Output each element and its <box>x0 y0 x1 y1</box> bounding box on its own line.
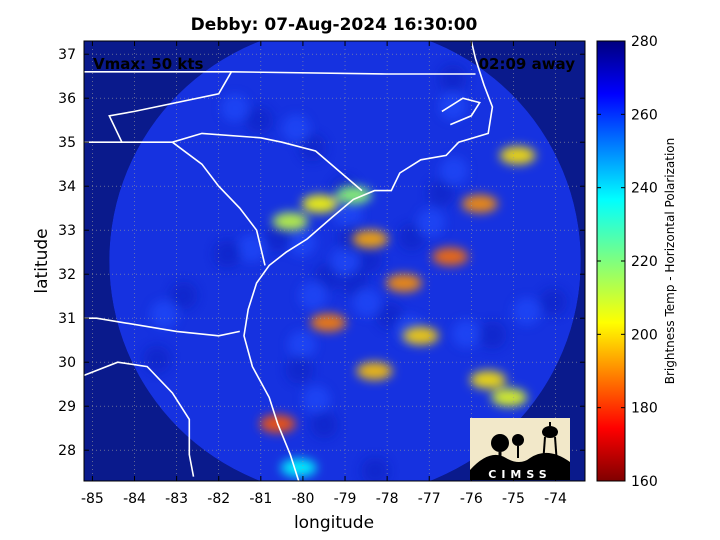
y-axis-label: latitude <box>32 228 52 293</box>
colorbar-gradient <box>596 40 626 482</box>
brightness-feature <box>470 370 507 389</box>
sound-outline <box>441 97 481 126</box>
x-tick-label: -82 <box>207 491 230 507</box>
brightness-feature <box>280 458 317 477</box>
x-tick-label: -76 <box>460 491 483 507</box>
brightness-feature <box>461 194 498 213</box>
y-tick-label: 32 <box>58 267 76 283</box>
x-tick-label: -83 <box>165 491 188 507</box>
x-tick-label: -85 <box>81 491 104 507</box>
logo-hill-icon <box>470 452 570 480</box>
brightness-feature <box>432 247 469 266</box>
brightness-feature <box>352 230 389 248</box>
y-tick-label: 29 <box>58 399 76 415</box>
y-tick-label: 37 <box>58 47 76 63</box>
brightness-feature <box>491 388 528 407</box>
x-tick-label: -80 <box>291 491 314 507</box>
x-tick-label: -78 <box>376 491 399 507</box>
cimss-logo: CIMSS <box>470 418 570 481</box>
x-axis: -85 -84 -83 -82 -81 -80 -79 -78 -77 -76 -75 -74 <box>81 41 567 507</box>
x-tick-label: -74 <box>544 491 567 507</box>
brightness-feature <box>385 274 422 292</box>
vmax-label: Vmax: 50 kts <box>93 55 203 73</box>
plot-area <box>84 41 585 481</box>
coastline <box>84 41 494 481</box>
colorbar-tick-label: 160 <box>631 474 658 490</box>
brightness-feature <box>335 186 372 204</box>
state-border <box>84 71 476 75</box>
y-tick-label: 30 <box>58 355 76 371</box>
y-axis: 28 29 30 31 32 33 34 35 36 37 <box>58 47 585 459</box>
y-tick-label: 33 <box>58 223 76 239</box>
x-tick-label: -75 <box>502 491 525 507</box>
brightness-feature <box>272 212 309 231</box>
colorbar-tick-label: 260 <box>631 107 658 123</box>
time-away-label: 02:09 away <box>479 55 576 73</box>
coastline-and-state-borders <box>84 41 494 481</box>
chart-title: Debby: 07-Aug-2024 16:30:00 <box>191 15 478 35</box>
colorbar-tick-label: 180 <box>631 401 658 417</box>
state-border <box>108 71 233 143</box>
colorbar-tick-label: 200 <box>631 327 658 343</box>
y-tick-label: 31 <box>58 311 76 327</box>
state-border <box>84 317 240 337</box>
brightness-feature <box>499 146 536 165</box>
logo-water-tower-icon <box>542 426 558 438</box>
y-tick-label: 28 <box>58 443 76 459</box>
logo-dish-icon <box>491 434 509 452</box>
logo-text: CIMSS <box>488 468 551 481</box>
brightness-feature <box>301 194 338 213</box>
y-tick-label: 34 <box>58 179 76 195</box>
colorbar-label: Brightness Temp - Horizontal Polarizatio… <box>663 138 677 385</box>
y-tick-label: 35 <box>58 135 76 151</box>
colorbar-tick-label: 280 <box>631 34 658 50</box>
brightness-feature <box>402 326 439 345</box>
colorbar: 160 180 200 220 240 260 280 Brightness Temp - … <box>596 34 677 490</box>
y-tick-label: 36 <box>58 91 76 107</box>
x-axis-label: longitude <box>294 513 374 533</box>
brightness-feature <box>310 313 347 332</box>
grid-lines <box>84 41 585 481</box>
x-tick-label: -77 <box>418 491 441 507</box>
x-tick-label: -84 <box>123 491 146 507</box>
x-tick-label: -81 <box>249 491 272 507</box>
colorbar-tick-label: 220 <box>631 254 658 270</box>
brightness-feature <box>356 362 393 380</box>
plot-frame <box>83 40 586 482</box>
x-tick-label: -79 <box>334 491 357 507</box>
state-border <box>171 141 266 266</box>
colorbar-tick-label: 240 <box>631 181 658 197</box>
